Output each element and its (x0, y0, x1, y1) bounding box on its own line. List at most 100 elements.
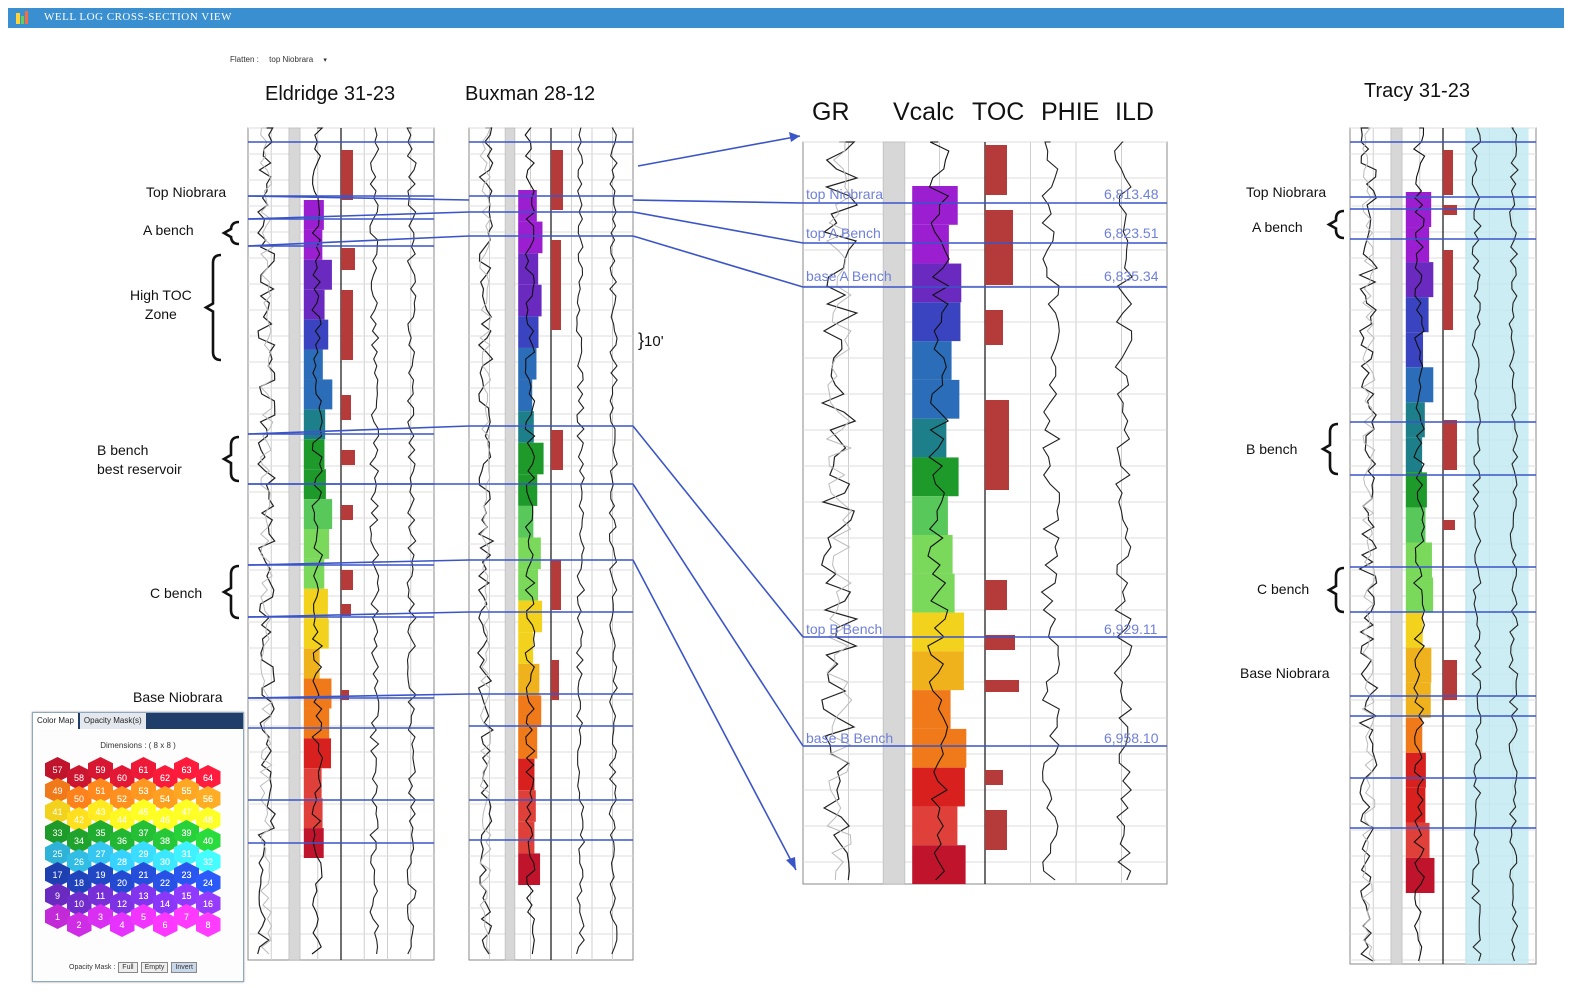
color-cell[interactable]: 21 (131, 862, 156, 887)
color-cell[interactable]: 11 (88, 883, 113, 908)
color-cell[interactable]: 15 (174, 883, 199, 908)
color-cell[interactable]: 10 (66, 891, 92, 916)
vcalc-curve (1412, 127, 1426, 962)
facies-block (1405, 787, 1426, 823)
toc-fill (985, 310, 1003, 345)
flatten-value[interactable]: top Niobrara (269, 55, 314, 64)
facies-block (1405, 262, 1434, 298)
color-cell[interactable]: 9 (45, 883, 70, 908)
color-cell[interactable]: 5 (131, 904, 156, 929)
color-cell[interactable]: 28 (109, 849, 135, 874)
color-cell[interactable]: 29 (131, 841, 156, 866)
ild-curve (406, 127, 417, 955)
color-cell[interactable]: 62 (152, 765, 178, 790)
color-cell[interactable]: 43 (88, 799, 113, 824)
well-name-eldridge: Eldridge 31-23 (265, 83, 396, 105)
color-cell[interactable]: 23 (174, 862, 199, 887)
color-cell[interactable]: 48 (195, 807, 221, 832)
tab-opacity-mask[interactable]: Opacity Mask(s) (79, 713, 146, 729)
color-cell[interactable]: 50 (66, 786, 92, 811)
color-cell[interactable]: 38 (152, 828, 178, 853)
color-cell[interactable]: 20 (109, 870, 135, 895)
color-cell[interactable]: 27 (88, 841, 113, 866)
color-cell[interactable]: 32 (195, 849, 221, 874)
flatten-selector[interactable]: Flatten : top Niobrara ▾ (230, 55, 335, 64)
facies-block (518, 758, 535, 791)
detail-top-depth: 6,813.48 (1104, 186, 1159, 202)
color-cell[interactable]: 14 (152, 891, 178, 916)
color-cell[interactable]: 59 (88, 757, 113, 782)
correlation-arrow-line (637, 135, 801, 167)
color-cell[interactable]: 52 (109, 786, 135, 811)
color-cell[interactable]: 56 (195, 786, 221, 811)
color-cell[interactable]: 64 (195, 765, 221, 790)
ild-curve (1508, 127, 1519, 962)
color-cell[interactable]: 53 (131, 778, 156, 803)
toc-fill (341, 248, 355, 270)
opacity-full-button[interactable]: Full (118, 962, 138, 973)
brace-icon (203, 253, 222, 362)
color-cell[interactable]: 44 (109, 807, 135, 832)
color-cell[interactable]: 1 (45, 904, 70, 929)
color-cell[interactable]: 24 (195, 870, 221, 895)
zone-label-base-niobrara: Base Niobrara (133, 689, 223, 705)
color-cell[interactable]: 46 (152, 807, 178, 832)
color-cell[interactable]: 7 (174, 904, 199, 929)
color-cell[interactable]: 58 (66, 765, 92, 790)
color-cell[interactable]: 30 (152, 849, 178, 874)
color-cell[interactable]: 19 (88, 862, 113, 887)
color-cell[interactable]: 36 (109, 828, 135, 853)
color-cell[interactable]: 16 (195, 891, 221, 916)
color-cell[interactable]: 40 (195, 828, 221, 853)
color-cell[interactable]: 41 (45, 799, 70, 824)
chevron-down-icon[interactable]: ▾ (323, 57, 327, 64)
toc-fill (985, 400, 1009, 490)
detail-top-name: base A Bench (806, 268, 892, 284)
color-map-dimensions: Dimensions : ( 8 x 8 ) (100, 741, 176, 750)
color-cell[interactable]: 25 (45, 841, 70, 866)
color-cell[interactable]: 17 (45, 862, 70, 887)
facies-block (518, 379, 533, 412)
color-cell[interactable]: 49 (45, 778, 70, 803)
facies-block (303, 349, 323, 380)
color-cell[interactable]: 37 (131, 820, 156, 845)
color-cell[interactable]: 45 (131, 799, 156, 824)
color-cell[interactable]: 13 (131, 883, 156, 908)
color-cell[interactable]: 54 (152, 786, 178, 811)
depth-track (288, 127, 301, 961)
ild-curve (1113, 141, 1134, 881)
color-cell[interactable]: 47 (174, 799, 199, 824)
color-cell[interactable]: 26 (66, 849, 92, 874)
color-cell[interactable]: 18 (66, 870, 92, 895)
color-cell[interactable]: 42 (66, 807, 92, 832)
color-cell[interactable]: 31 (174, 841, 199, 866)
color-cell[interactable]: 55 (174, 778, 199, 803)
color-cell[interactable]: 2 (66, 912, 92, 937)
gr-shadow-curve (479, 127, 492, 955)
color-cell[interactable]: 8 (195, 912, 221, 937)
phie-curve (369, 127, 380, 955)
opacity-empty-button[interactable]: Empty (140, 962, 169, 973)
color-cell[interactable]: 63 (174, 757, 199, 782)
detail-top-depth: 6,823.51 (1104, 225, 1159, 241)
color-cell[interactable]: 35 (88, 820, 113, 845)
log-panel-buxman (468, 127, 634, 961)
color-cell[interactable]: 3 (88, 904, 113, 929)
color-cell[interactable]: 61 (131, 757, 156, 782)
color-cell[interactable]: 34 (66, 828, 92, 853)
color-cell[interactable]: 12 (109, 891, 135, 916)
color-cell[interactable]: 51 (88, 778, 113, 803)
color-cell[interactable]: 57 (45, 757, 70, 782)
color-cell[interactable]: 6 (152, 912, 178, 937)
curve-header-toc: TOC (972, 98, 1025, 126)
color-cell[interactable]: 33 (45, 820, 70, 845)
color-cell[interactable]: 22 (152, 870, 178, 895)
tab-color-map[interactable]: Color Map (33, 713, 78, 729)
opacity-invert-button[interactable]: Invert (171, 962, 197, 973)
correlation-line (247, 235, 470, 247)
phie-fill (1465, 128, 1529, 964)
color-cell[interactable]: 60 (109, 765, 135, 790)
color-cell[interactable]: 39 (174, 820, 199, 845)
toc-fill (341, 505, 353, 520)
color-cell[interactable]: 4 (109, 912, 135, 937)
